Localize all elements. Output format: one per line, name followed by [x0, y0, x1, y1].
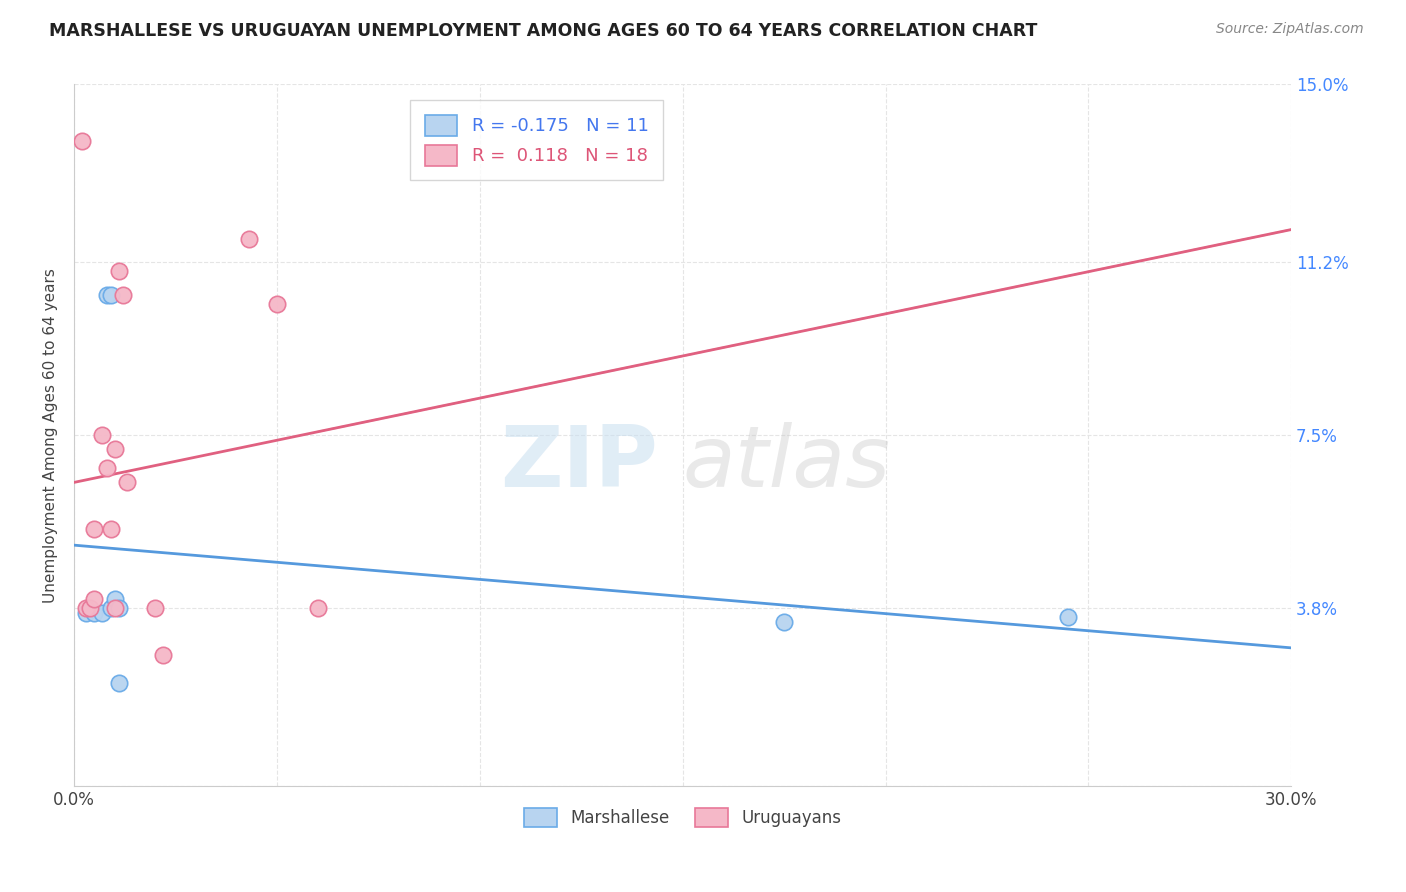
Text: ZIP: ZIP — [501, 422, 658, 505]
Point — [115, 475, 138, 489]
Point — [83, 522, 105, 536]
Point — [1057, 610, 1080, 624]
Point — [266, 297, 288, 311]
Y-axis label: Unemployment Among Ages 60 to 64 years: Unemployment Among Ages 60 to 64 years — [44, 268, 58, 603]
Point — [143, 601, 166, 615]
Point — [238, 232, 260, 246]
Point — [96, 288, 118, 302]
Point — [307, 601, 329, 615]
Point — [104, 591, 127, 606]
Point — [79, 601, 101, 615]
Point — [96, 460, 118, 475]
Point — [70, 134, 93, 148]
Point — [100, 522, 122, 536]
Legend: Marshallese, Uruguayans: Marshallese, Uruguayans — [517, 801, 848, 833]
Point — [83, 606, 105, 620]
Point — [107, 676, 129, 690]
Point — [773, 615, 796, 629]
Point — [111, 288, 134, 302]
Text: MARSHALLESE VS URUGUAYAN UNEMPLOYMENT AMONG AGES 60 TO 64 YEARS CORRELATION CHAR: MARSHALLESE VS URUGUAYAN UNEMPLOYMENT AM… — [49, 22, 1038, 40]
Point — [100, 601, 122, 615]
Point — [107, 264, 129, 278]
Point — [107, 601, 129, 615]
Point — [75, 606, 97, 620]
Point — [104, 601, 127, 615]
Point — [104, 442, 127, 457]
Text: atlas: atlas — [683, 422, 890, 505]
Text: Source: ZipAtlas.com: Source: ZipAtlas.com — [1216, 22, 1364, 37]
Point — [91, 428, 114, 442]
Point — [75, 601, 97, 615]
Point — [100, 288, 122, 302]
Point — [152, 648, 174, 662]
Point — [91, 606, 114, 620]
Point — [83, 591, 105, 606]
